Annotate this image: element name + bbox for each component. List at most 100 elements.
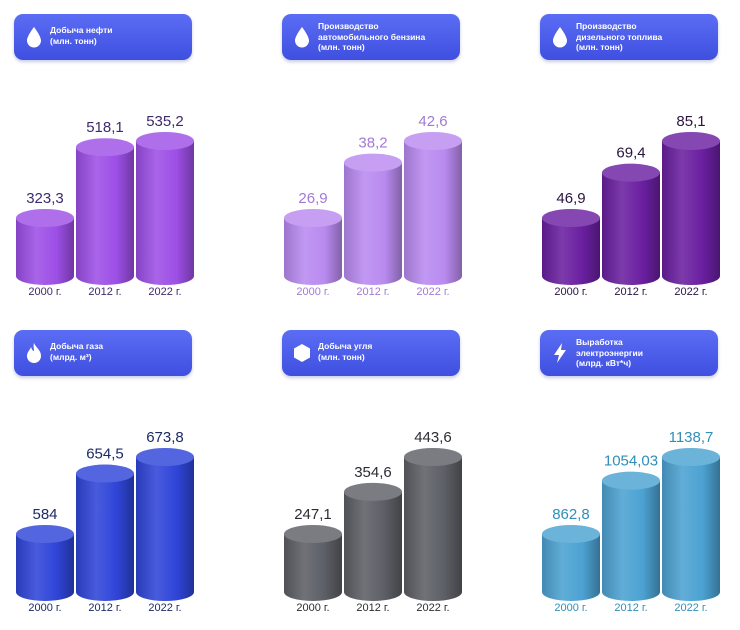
bar-cap bbox=[344, 482, 402, 501]
tick-label: 2022 г. bbox=[674, 286, 707, 298]
bar-body bbox=[542, 534, 600, 601]
bar-cap bbox=[284, 525, 342, 543]
bar-cap bbox=[662, 132, 720, 150]
bar-body bbox=[662, 457, 720, 601]
chart-title-text: Производство дизельного топлива bbox=[576, 21, 663, 42]
chart-panel: Выработка электроэнергии (млрд. кВт*ч) 86… bbox=[540, 330, 740, 630]
hexagon-icon bbox=[291, 341, 313, 365]
bar-body bbox=[344, 491, 402, 601]
bar-cap bbox=[284, 209, 342, 227]
tick-label: 2022 г. bbox=[148, 602, 181, 614]
data-label: 535,2 bbox=[146, 113, 184, 130]
tick-label: 2000 г. bbox=[28, 602, 61, 614]
bar bbox=[662, 448, 720, 601]
bar-cap bbox=[76, 464, 134, 483]
data-label: 862,8 bbox=[552, 506, 590, 523]
chart-unit: (млн. тонн) bbox=[318, 351, 365, 362]
data-label: 1054,03 bbox=[604, 453, 658, 470]
drop-icon bbox=[23, 25, 45, 49]
tick-label: 2012 г. bbox=[614, 286, 647, 298]
bar-body bbox=[136, 457, 194, 601]
chart-unit: (млрд. м³) bbox=[50, 351, 92, 362]
data-label: 673,8 bbox=[146, 429, 184, 446]
bar bbox=[136, 448, 194, 601]
chart-title-pill: Добыча нефти (млн. тонн) bbox=[14, 14, 192, 60]
data-label: 584 bbox=[32, 506, 57, 523]
bar-body bbox=[76, 473, 134, 601]
bar bbox=[284, 525, 342, 601]
data-label: 518,1 bbox=[86, 119, 124, 136]
bar-cap bbox=[404, 448, 462, 466]
tick-label: 2012 г. bbox=[88, 286, 121, 298]
bar-body bbox=[136, 141, 194, 285]
tick-label: 2000 г. bbox=[554, 602, 587, 614]
tick-label: 2012 г. bbox=[356, 602, 389, 614]
bar bbox=[662, 132, 720, 285]
data-label: 69,4 bbox=[616, 145, 645, 162]
bar bbox=[16, 525, 74, 601]
tick-label: 2022 г. bbox=[674, 602, 707, 614]
tick-label: 2000 г. bbox=[296, 602, 329, 614]
tick-label: 2000 г. bbox=[296, 286, 329, 298]
data-label: 354,6 bbox=[354, 464, 392, 481]
chart-title: Добыча газа (млрд. м³) bbox=[50, 341, 188, 362]
data-label: 1138,7 bbox=[669, 429, 714, 446]
bar-body bbox=[284, 218, 342, 285]
bar bbox=[344, 153, 402, 285]
data-label: 323,3 bbox=[26, 190, 64, 207]
tick-label: 2022 г. bbox=[148, 286, 181, 298]
chart-title-text: Добыча угля bbox=[318, 341, 373, 351]
bar bbox=[404, 448, 462, 601]
tick-label: 2022 г. bbox=[416, 602, 449, 614]
chart-title-pill: Выработка электроэнергии (млрд. кВт*ч) bbox=[540, 330, 718, 376]
bar-body bbox=[542, 218, 600, 285]
flame-icon bbox=[23, 341, 45, 365]
bar bbox=[76, 464, 134, 601]
chart-title-text: Добыча газа bbox=[50, 341, 104, 351]
tick-label: 2012 г. bbox=[614, 602, 647, 614]
chart-title: Добыча угля (млн. тонн) bbox=[318, 341, 456, 362]
bar bbox=[542, 525, 600, 601]
bar-cap bbox=[542, 209, 600, 227]
chart-title-pill: Производство дизельного топлива (млн. то… bbox=[540, 14, 718, 60]
bar-cap bbox=[542, 525, 600, 543]
chart-title-pill: Добыча угля (млн. тонн) bbox=[282, 330, 460, 376]
tick-label: 2000 г. bbox=[28, 286, 61, 298]
data-label: 85,1 bbox=[676, 113, 705, 130]
chart-unit: (млрд. кВт*ч) bbox=[576, 358, 632, 368]
chart-panel: Добыча угля (млн. тонн) 247,1 2000 г. 354,6… bbox=[282, 330, 502, 630]
bar-body bbox=[16, 218, 74, 285]
tick-label: 2012 г. bbox=[88, 602, 121, 614]
bar-cap bbox=[602, 163, 660, 182]
tick-label: 2000 г. bbox=[554, 286, 587, 298]
chart-title-pill: Производство автомобильного бензина (млн… bbox=[282, 14, 460, 60]
chart-title-text: Добыча нефти bbox=[50, 25, 113, 35]
bar-body bbox=[662, 141, 720, 285]
bar bbox=[136, 132, 194, 285]
drop-icon bbox=[549, 25, 571, 49]
bar-cap bbox=[344, 153, 402, 172]
bar-body bbox=[16, 534, 74, 601]
bar bbox=[284, 209, 342, 285]
lightning-icon bbox=[549, 341, 571, 365]
data-label: 38,2 bbox=[358, 135, 387, 152]
bar-cap bbox=[602, 471, 660, 490]
bar-body bbox=[76, 147, 134, 285]
chart-unit: (млн. тонн) bbox=[318, 42, 365, 52]
chart-unit: (млн. тонн) bbox=[576, 42, 623, 52]
chart-plot: 862,8 2000 г. 1054,03 2012 г. 1138,7 2022 г. bbox=[542, 429, 720, 614]
bar bbox=[542, 209, 600, 285]
tick-label: 2012 г. bbox=[356, 286, 389, 298]
data-label: 443,6 bbox=[414, 429, 452, 446]
drop-icon bbox=[291, 25, 313, 49]
bar-cap bbox=[16, 525, 74, 543]
bar bbox=[16, 209, 74, 285]
bar bbox=[404, 132, 462, 285]
bar-body bbox=[404, 141, 462, 285]
chart-panel: Добыча газа (млрд. м³) 584 2000 г. 654,5 201… bbox=[14, 330, 234, 630]
chart-title-text: Выработка электроэнергии bbox=[576, 337, 643, 358]
bar bbox=[602, 471, 660, 601]
bar-body bbox=[284, 534, 342, 601]
bar bbox=[602, 163, 660, 285]
chart-title: Производство дизельного топлива (млн. то… bbox=[576, 21, 714, 53]
